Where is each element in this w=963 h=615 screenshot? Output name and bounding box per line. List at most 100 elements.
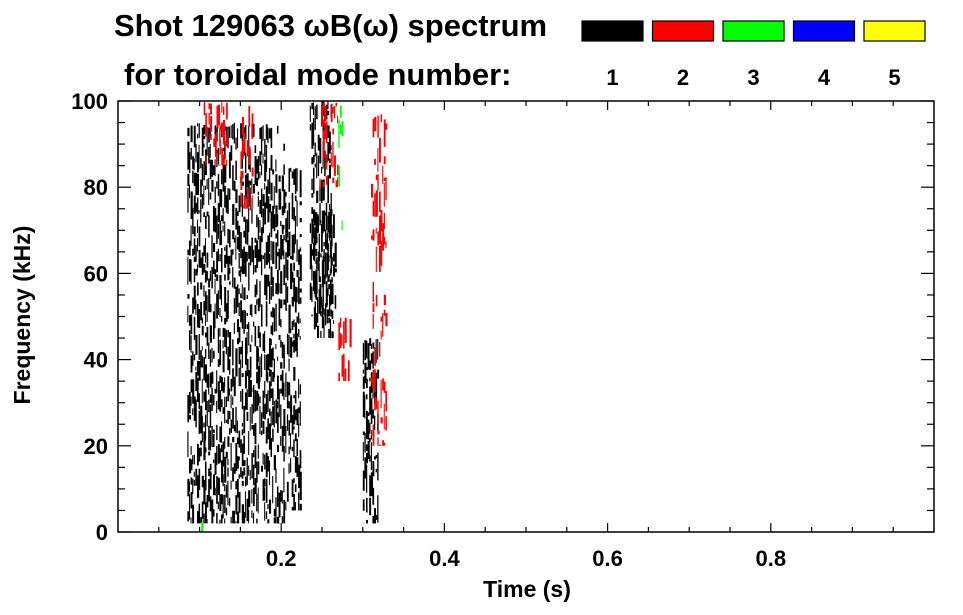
spectrum-streak — [190, 477, 193, 485]
spectrum-streak — [322, 119, 325, 125]
spectrum-streak — [276, 214, 279, 226]
spectrum-streak — [330, 145, 332, 151]
spectrum-streak — [385, 391, 388, 412]
spectrum-streak — [327, 125, 330, 138]
spectrum-streak — [330, 193, 332, 218]
spectrum-streak — [273, 455, 276, 471]
spectrum-streak — [276, 356, 279, 361]
spectrum-streak — [293, 169, 295, 185]
spectrum-streak — [294, 433, 297, 442]
spectrum-streak — [246, 295, 249, 299]
spectrum-streak — [217, 359, 220, 367]
spectrum-streak — [267, 456, 269, 472]
spectrum-streak — [201, 252, 204, 275]
spectrum-streak — [315, 212, 318, 239]
spectrum-streak — [238, 430, 241, 448]
spectrum-streak — [374, 508, 377, 524]
spectrum-streak — [370, 472, 374, 497]
y-tick-label: 40 — [84, 348, 108, 373]
spectrum-streak — [332, 141, 334, 168]
spectrum-streak — [283, 499, 286, 524]
spectrum-streak — [324, 122, 327, 139]
spectrum-streak — [216, 370, 218, 393]
spectrum-streak — [331, 209, 333, 216]
spectrum-region-mode-2-8 — [338, 317, 352, 382]
spectrum-streak — [192, 156, 195, 170]
spectrum-streak — [203, 513, 205, 524]
spectrum-streak — [222, 119, 225, 145]
spectrum-streak — [288, 168, 291, 192]
spectrum-streak — [314, 106, 316, 130]
spectrum-streak — [238, 474, 240, 479]
spectrum-streak — [232, 339, 234, 366]
spectrum-streak — [241, 284, 243, 299]
spectrum-streak — [224, 328, 226, 348]
spectrum-streak — [270, 266, 273, 286]
spectrum-streak — [270, 311, 273, 317]
spectrum-streak — [257, 444, 259, 459]
spectrum-streak — [190, 314, 193, 335]
spectrum-streak — [322, 101, 325, 117]
spectrum-streak — [296, 316, 298, 323]
spectrum-streak — [290, 337, 293, 358]
spectrum-streak — [276, 486, 279, 507]
spectrum-streak — [204, 447, 207, 453]
spectrum-streak — [203, 479, 206, 505]
spectrum-streak — [369, 377, 371, 382]
spectrum-streak — [369, 422, 371, 434]
spectrum-streak — [334, 268, 337, 273]
spectrum-streak — [276, 375, 279, 400]
spectrum-streak — [208, 373, 210, 395]
spectrum-streak — [220, 169, 223, 185]
spectrum-streak — [232, 204, 235, 225]
spectrum-streak — [198, 447, 201, 462]
spectrum-streak — [294, 322, 298, 352]
spectrum-streak — [257, 393, 260, 406]
spectrum-streak — [333, 155, 336, 176]
spectrum-streak — [309, 223, 312, 234]
spectrum-streak — [375, 174, 378, 181]
spectrum-streak — [243, 309, 245, 334]
spectrum-streak — [375, 339, 377, 364]
spectrum-streak — [245, 197, 247, 209]
spectrum-streak — [299, 336, 301, 340]
spectrum-streak — [294, 502, 296, 511]
spectrum-streak — [233, 376, 236, 397]
spectrum-streak — [335, 102, 338, 107]
spectrum-streak — [252, 321, 255, 327]
spectrum-streak — [206, 326, 209, 346]
spectrum-streak — [190, 225, 192, 246]
spectrum-streak — [328, 317, 330, 324]
spectrum-streak — [236, 511, 240, 524]
spectrum-streak — [280, 490, 282, 502]
spectrum-streak — [187, 431, 189, 458]
spectrum-streak — [383, 156, 386, 165]
spectrum-streak — [249, 470, 251, 480]
spectrum-streak — [204, 502, 207, 524]
spectrum-streak — [293, 262, 295, 271]
spectrum-streak — [212, 260, 215, 275]
spectrum-streak — [326, 309, 328, 324]
spectrum-streak — [313, 307, 316, 330]
spectrum-streak — [380, 210, 383, 232]
spectrum-streak — [372, 303, 375, 313]
spectrum-streak — [283, 446, 285, 462]
spectrum-streak — [288, 231, 291, 257]
spectrum-streak — [241, 480, 244, 486]
spectrum-streak — [270, 211, 273, 238]
spectrum-streak — [330, 309, 332, 317]
spectrum-streak — [219, 139, 221, 155]
spectrum-streak — [210, 133, 212, 140]
spectrum-streak — [203, 135, 206, 140]
spectrum-streak — [317, 134, 320, 151]
spectrum-streak — [235, 480, 238, 490]
spectrum-streak — [375, 372, 378, 399]
spectrum-streak — [206, 400, 208, 427]
spectrum-streak — [203, 102, 206, 116]
spectrum-streak — [273, 308, 276, 332]
spectrum-streak — [265, 478, 268, 503]
spectrum-streak — [377, 174, 379, 191]
spectrum-streak — [312, 118, 315, 146]
spectrum-streak — [244, 370, 247, 389]
spectrum-streak — [318, 263, 320, 283]
